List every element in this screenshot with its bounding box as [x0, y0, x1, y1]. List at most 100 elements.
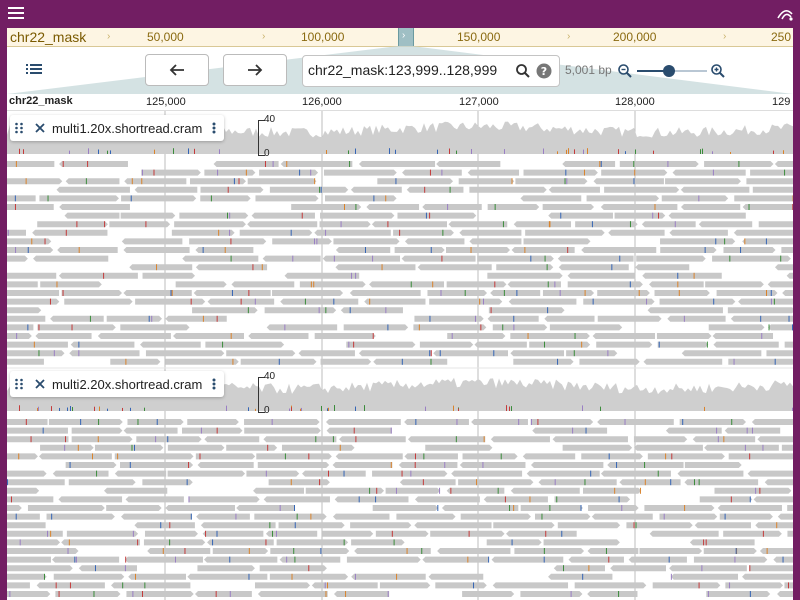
read-mismatch [153, 169, 155, 176]
forward-button[interactable] [223, 54, 287, 86]
track-menu-icon[interactable] [211, 377, 217, 391]
read-mismatch [422, 479, 424, 486]
read-mismatch [567, 247, 569, 253]
read [474, 341, 527, 348]
read [787, 505, 793, 511]
read-mismatch [502, 324, 504, 331]
read-mismatch [716, 427, 718, 434]
read [114, 470, 167, 477]
read-mismatch [755, 487, 757, 494]
hamburger-menu-icon[interactable] [8, 7, 24, 21]
back-button[interactable] [145, 54, 209, 86]
overview-viewport-highlight[interactable]: › [398, 28, 414, 46]
read [58, 496, 123, 503]
read [487, 272, 563, 279]
read-mismatch [437, 505, 439, 511]
read-mismatch [674, 221, 676, 228]
read-mismatch [749, 565, 751, 572]
overview-scalebar[interactable]: chr22_mask 50,000 100,000 150,000 200,00… [7, 28, 793, 47]
read-mismatch [175, 556, 177, 563]
read-mismatch [233, 178, 235, 185]
coordinate-ruler[interactable]: chr22_mask 125,000 126,000 127,000 128,0… [7, 94, 793, 111]
read [320, 358, 372, 365]
zoom-in-icon[interactable] [710, 63, 726, 79]
read [597, 290, 650, 296]
read [705, 281, 764, 288]
read [264, 307, 337, 314]
read-mismatch [629, 221, 631, 228]
close-icon[interactable] [34, 378, 46, 390]
read-mismatch [599, 161, 601, 167]
coverage-snp-mark [348, 150, 349, 154]
read [513, 358, 574, 365]
read [372, 505, 439, 511]
read-mismatch [663, 513, 665, 520]
read-mismatch [590, 470, 592, 477]
read [175, 281, 227, 288]
read [669, 229, 728, 236]
drag-handle-icon[interactable] [14, 121, 24, 135]
read-mismatch [327, 470, 329, 477]
read-mismatch [554, 479, 556, 486]
location-search-box[interactable]: chr22_mask:123,999..128,999 ? [302, 55, 560, 87]
track-label-multi2[interactable]: multi2.20x.shortread.cram [10, 371, 224, 397]
read [672, 169, 746, 176]
read [529, 341, 591, 348]
read [339, 436, 406, 443]
read-mismatch [652, 212, 654, 219]
read-mismatch [200, 427, 202, 434]
track-menu-icon[interactable] [211, 121, 217, 135]
read-mismatch [749, 453, 751, 460]
read-mismatch [93, 591, 95, 597]
read-mismatch [430, 358, 432, 365]
read [244, 419, 320, 425]
read-mismatch [296, 513, 298, 520]
help-icon[interactable]: ? [536, 63, 552, 79]
read [189, 238, 267, 245]
read-mismatch [735, 548, 737, 554]
read [712, 333, 774, 339]
read [106, 505, 162, 511]
read-mismatch [634, 169, 636, 176]
track-selector-icon[interactable] [23, 61, 53, 81]
read-mismatch [132, 591, 134, 597]
read-mismatch [467, 556, 469, 563]
drag-handle-icon[interactable] [14, 377, 24, 391]
read-mismatch [343, 539, 345, 546]
read-mismatch [429, 212, 431, 219]
overview-chromosome-label: chr22_mask [10, 29, 87, 45]
read [656, 333, 712, 339]
read-mismatch [7, 479, 9, 486]
read-mismatch [488, 556, 490, 563]
read-mismatch [762, 444, 764, 451]
read [123, 290, 192, 296]
read [677, 470, 744, 477]
read-mismatch [530, 419, 532, 425]
read-mismatch [479, 298, 481, 305]
read-mismatch [131, 178, 133, 185]
read-mismatch [430, 247, 432, 253]
read-mismatch [267, 444, 269, 451]
read-mismatch [684, 505, 686, 511]
read [407, 436, 486, 443]
read [326, 427, 392, 434]
location-input[interactable]: chr22_mask:123,999..128,999 [308, 62, 498, 78]
read [396, 513, 456, 520]
jbrowse-logo-icon [777, 10, 793, 21]
coverage-snp-mark [618, 149, 619, 154]
close-icon[interactable] [34, 122, 46, 134]
read-mismatch [294, 556, 296, 563]
read [394, 247, 445, 253]
alignments-tracks-area[interactable] [7, 111, 793, 600]
zoom-out-icon[interactable] [617, 63, 633, 79]
search-icon[interactable] [515, 63, 531, 79]
read-mismatch [58, 591, 60, 597]
track-label-multi1[interactable]: multi1.20x.shortread.cram [10, 115, 224, 141]
read-mismatch [497, 487, 499, 494]
read-mismatch [707, 591, 709, 597]
read-mismatch [591, 221, 593, 228]
read [200, 522, 276, 529]
zoom-slider-thumb[interactable] [662, 65, 675, 77]
read [366, 204, 420, 210]
read [94, 444, 164, 451]
